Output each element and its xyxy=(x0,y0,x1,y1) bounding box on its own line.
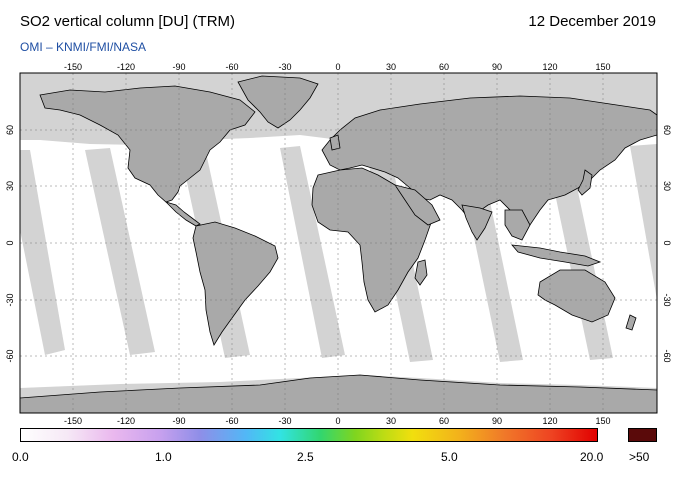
new-zealand xyxy=(625,314,637,331)
colorbar xyxy=(20,428,598,442)
colorbar-overflow-label: >50 xyxy=(629,450,650,464)
colorbar-overflow-box xyxy=(628,428,657,442)
lat-left-tick-label: 0 xyxy=(5,240,15,245)
central-america xyxy=(165,201,201,227)
greenland xyxy=(237,75,319,129)
lon-top-tick-label: -90 xyxy=(172,62,185,72)
lat-right-tick-label: 60 xyxy=(662,125,672,135)
lon-bottom-tick-label: -120 xyxy=(117,416,135,426)
lon-top-tick-label: -120 xyxy=(117,62,135,72)
lat-left-tick-label: 60 xyxy=(5,125,15,135)
lon-bottom-tick-label: 150 xyxy=(595,416,610,426)
lon-bottom-tick-label: 0 xyxy=(335,416,340,426)
colorbar-label: 20.0 xyxy=(580,450,604,464)
lat-left-tick-label: -30 xyxy=(5,293,15,306)
africa xyxy=(311,167,433,313)
colorbar-label: 1.0 xyxy=(155,450,172,464)
lat-right-tick-label: 0 xyxy=(662,240,672,245)
lon-top-tick-label: 90 xyxy=(492,62,502,72)
colorbar-label: 5.0 xyxy=(441,450,458,464)
lon-bottom-tick-label: 30 xyxy=(386,416,396,426)
north-america xyxy=(39,85,256,203)
lon-top-tick-label: -60 xyxy=(225,62,238,72)
map-title: SO2 vertical column [DU] (TRM) xyxy=(20,13,236,30)
lon-top-tick-label: -30 xyxy=(278,62,291,72)
eurasia xyxy=(321,95,657,231)
lon-top-tick-label: -150 xyxy=(64,62,82,72)
india xyxy=(461,204,493,241)
southeast-asia xyxy=(504,209,531,241)
lat-right-tick-label: 30 xyxy=(662,181,672,191)
lon-top-tick-label: 0 xyxy=(335,62,340,72)
arabia xyxy=(394,184,441,226)
lon-bottom-tick-label: -150 xyxy=(64,416,82,426)
map-frame xyxy=(19,72,658,414)
australia xyxy=(537,269,616,323)
japan xyxy=(577,169,593,196)
lon-top-tick-label: 120 xyxy=(542,62,557,72)
british-isles xyxy=(329,134,341,151)
lon-bottom-tick-label: -30 xyxy=(278,416,291,426)
lat-left-tick-label: 30 xyxy=(5,181,15,191)
lon-bottom-tick-label: -90 xyxy=(172,416,185,426)
lon-bottom-tick-label: -60 xyxy=(225,416,238,426)
lat-left-tick-label: -60 xyxy=(5,349,15,362)
lon-top-tick-label: 60 xyxy=(439,62,449,72)
colorbar-label: 2.5 xyxy=(297,450,314,464)
colorbar-label: 0.0 xyxy=(12,450,29,464)
lon-top-tick-label: 150 xyxy=(595,62,610,72)
lat-right-tick-label: -30 xyxy=(662,293,672,306)
madagascar xyxy=(414,259,428,286)
graticule xyxy=(20,73,657,413)
map-date: 12 December 2019 xyxy=(528,13,656,30)
lon-bottom-tick-label: 60 xyxy=(439,416,449,426)
credit-line: OMI – KNMI/FMI/NASA xyxy=(20,40,147,54)
lon-bottom-tick-label: 90 xyxy=(492,416,502,426)
lon-top-tick-label: 30 xyxy=(386,62,396,72)
lat-right-tick-label: -60 xyxy=(662,349,672,362)
lon-bottom-tick-label: 120 xyxy=(542,416,557,426)
